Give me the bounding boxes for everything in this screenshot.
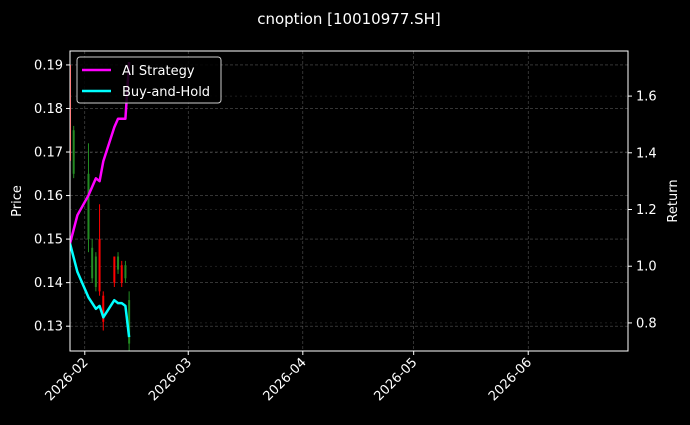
candle-body (128, 300, 131, 344)
plot-frame (69, 50, 629, 352)
candle-body (98, 239, 101, 292)
candle-body (94, 256, 97, 287)
candle-body (87, 173, 90, 240)
y-tick-label-left: 0.17 (34, 146, 63, 161)
legend-label-buy-and-hold: Buy-and-Hold (122, 85, 210, 100)
candle-body (117, 256, 120, 270)
y-tick-label-left: 0.18 (34, 102, 63, 117)
series-lines (70, 62, 131, 338)
chart-title: cnoption [10010977.SH] (257, 10, 441, 28)
y-tick-label-left: 0.19 (34, 58, 63, 73)
legend-label-ai-strategy: AI Strategy (122, 64, 195, 79)
y-tick-label-left: 0.16 (34, 189, 63, 204)
y-tick-label-left: 0.13 (34, 320, 63, 335)
y-tick-label-right: 1.0 (636, 260, 657, 275)
y-tick-label-right: 1.2 (636, 203, 657, 218)
candle-body (91, 247, 94, 279)
candle-body (120, 265, 123, 283)
series-line-ai-strategy (70, 62, 131, 244)
candle-body (113, 256, 116, 283)
legend-box (76, 56, 222, 104)
y-axis-left-label: Price (10, 185, 25, 217)
y-axis-right: 0.8 1.0 1.2 1.4 1.6 (628, 90, 657, 331)
y-tick-label-right: 1.4 (636, 146, 657, 161)
candle-body (72, 130, 75, 174)
grid (70, 51, 628, 351)
y-tick-label-right: 1.6 (636, 90, 657, 105)
y-tick-label-left: 0.15 (34, 233, 63, 248)
y-axis-left: 0.13 0.14 0.15 0.16 0.17 0.18 0.19 (34, 58, 70, 335)
y-tick-label-right: 0.8 (636, 316, 657, 331)
series-line-buy-and-hold (70, 243, 131, 338)
y-tick-label-left: 0.14 (34, 276, 63, 291)
legend: AI Strategy Buy-and-Hold (76, 56, 222, 104)
y-axis-right-label: Return (666, 179, 681, 222)
candle-body (102, 295, 105, 322)
candle-body (124, 265, 127, 279)
